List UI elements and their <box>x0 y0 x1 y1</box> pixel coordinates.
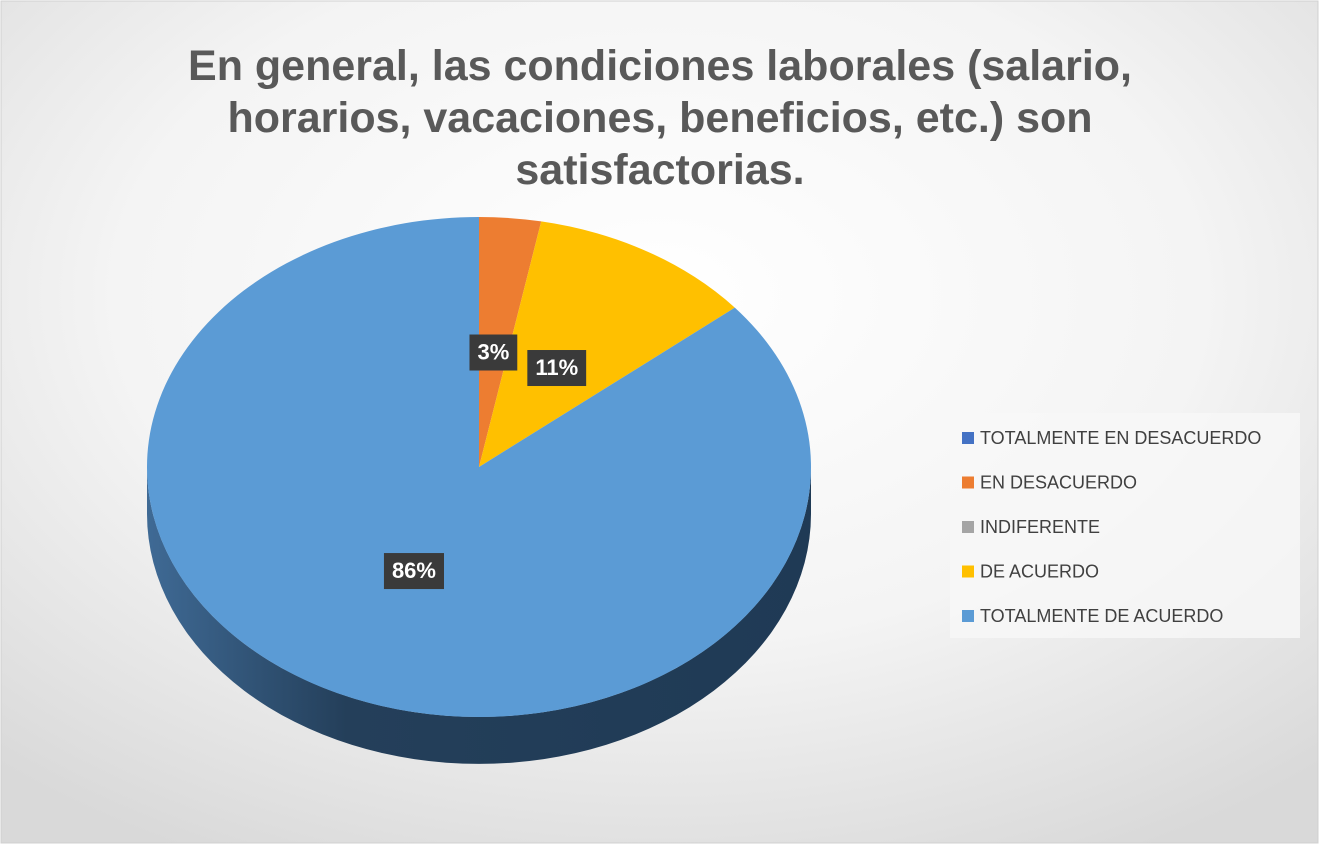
legend-swatch <box>962 565 974 578</box>
legend-label: DE ACUERDO <box>980 561 1099 581</box>
data-label: 11% <box>535 355 578 380</box>
data-label-box <box>527 350 587 387</box>
legend-label: TOTALMENTE DE ACUERDO <box>980 606 1223 626</box>
legend-swatch <box>962 521 974 533</box>
pie-side <box>147 467 811 764</box>
chart-title: En general, las condiciones laborales (s… <box>188 42 1132 194</box>
legend-label: TOTALMENTE EN DESACUERDO <box>980 428 1261 448</box>
data-label-box <box>469 334 518 371</box>
legend-swatch <box>962 610 974 622</box>
legend-label: INDIFERENTE <box>980 517 1100 537</box>
legend-box <box>950 413 1300 638</box>
legend-label: EN DESACUERDO <box>980 472 1137 492</box>
data-label: 3% <box>477 339 509 364</box>
data-label-box <box>383 553 444 590</box>
legend-swatch <box>962 432 974 444</box>
pie-slice <box>146 217 811 717</box>
data-label: 86% <box>392 558 436 583</box>
pie-slice <box>479 221 735 467</box>
legend-swatch <box>962 476 974 489</box>
